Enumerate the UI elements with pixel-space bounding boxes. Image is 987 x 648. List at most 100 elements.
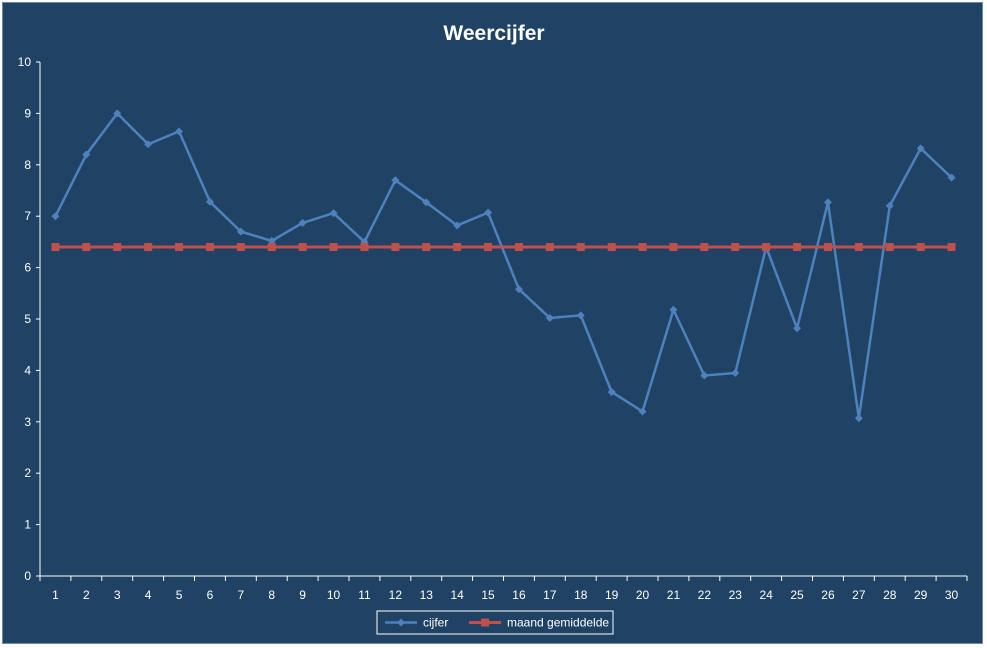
data-point xyxy=(267,243,276,252)
data-point xyxy=(731,243,740,252)
y-tick-label: 7 xyxy=(24,209,31,223)
x-tick-label: 3 xyxy=(114,588,121,602)
series-line xyxy=(54,112,953,420)
data-point xyxy=(885,201,894,210)
data-point xyxy=(947,243,956,252)
data-point xyxy=(700,243,709,252)
x-tick-label: 16 xyxy=(512,588,526,602)
data-point xyxy=(576,311,585,320)
x-tick-label: 29 xyxy=(914,588,928,602)
y-tick-label: 9 xyxy=(24,106,31,120)
series-maand-gemiddelde xyxy=(51,243,956,252)
series-cijfer xyxy=(51,109,956,423)
data-point xyxy=(113,109,122,118)
x-tick-label: 8 xyxy=(268,588,275,602)
x-tick-label: 13 xyxy=(420,588,434,602)
chart-background xyxy=(3,3,982,643)
data-point xyxy=(298,243,307,252)
x-tick-label: 23 xyxy=(729,588,743,602)
data-point xyxy=(422,243,431,252)
data-point xyxy=(947,173,956,182)
x-tick-label: 15 xyxy=(481,588,495,602)
data-point xyxy=(298,218,307,227)
chart-title: Weercijfer xyxy=(443,22,544,45)
y-tick-label: 1 xyxy=(24,518,31,532)
legend-label: cijfer xyxy=(423,616,448,630)
data-point xyxy=(329,209,338,218)
y-tick-label: 10 xyxy=(18,55,32,69)
y-tick-label: 0 xyxy=(24,569,31,583)
legend: cijfer maand gemiddelde xyxy=(376,610,614,635)
x-tick-label: 6 xyxy=(207,588,214,602)
x-tick-label: 9 xyxy=(299,588,306,602)
data-point xyxy=(205,197,214,206)
y-tick-label: 5 xyxy=(24,312,31,326)
data-point xyxy=(360,243,369,252)
y-tick-label: 4 xyxy=(24,363,31,377)
data-point xyxy=(236,243,245,252)
data-point xyxy=(793,243,802,252)
y-tick-label: 3 xyxy=(24,415,31,429)
y-tick-label: 8 xyxy=(24,158,31,172)
data-point xyxy=(144,140,153,149)
x-tick-label: 2 xyxy=(83,588,90,602)
x-tick-label: 14 xyxy=(450,588,464,602)
series-layer xyxy=(51,109,956,423)
data-point xyxy=(422,198,431,207)
x-tick-label: 19 xyxy=(605,588,619,602)
x-tick-label: 12 xyxy=(389,588,403,602)
x-tick-label: 7 xyxy=(238,588,245,602)
data-point xyxy=(823,198,832,207)
data-point xyxy=(916,243,925,252)
x-tick-label: 22 xyxy=(698,588,712,602)
legend-box xyxy=(376,610,614,635)
x-tick-label: 11 xyxy=(358,588,371,602)
data-point xyxy=(484,243,493,252)
data-point xyxy=(514,285,523,294)
legend-marker xyxy=(481,618,489,627)
data-point xyxy=(236,227,245,236)
legend-label: maand gemiddelde xyxy=(507,616,609,630)
data-point xyxy=(267,236,276,245)
x-tick-label: 10 xyxy=(327,588,341,602)
data-point xyxy=(607,243,616,252)
data-point xyxy=(669,243,678,252)
data-point xyxy=(854,414,863,423)
data-point xyxy=(82,150,91,159)
x-tick-label: 28 xyxy=(883,588,897,602)
data-point xyxy=(484,208,493,217)
data-point xyxy=(793,324,802,333)
x-tick-label: 30 xyxy=(945,588,959,602)
x-tick-label: 18 xyxy=(574,588,588,602)
data-point xyxy=(205,243,214,252)
x-tick-label: 21 xyxy=(667,588,681,602)
x-tick-label: 1 xyxy=(52,588,59,602)
x-tick-label: 24 xyxy=(759,588,773,602)
data-point xyxy=(885,243,894,252)
data-point xyxy=(916,144,925,153)
x-tick-label: 25 xyxy=(790,588,804,602)
data-point xyxy=(144,243,153,252)
data-point xyxy=(453,221,462,230)
data-point xyxy=(669,305,678,314)
data-point xyxy=(638,243,647,252)
data-point xyxy=(453,243,462,252)
data-point xyxy=(700,371,709,380)
x-tick-label: 27 xyxy=(852,588,866,602)
x-tick-label: 4 xyxy=(145,588,152,602)
data-point xyxy=(391,243,400,252)
data-point xyxy=(545,243,554,252)
x-tick-label: 5 xyxy=(176,588,183,602)
x-tick-label: 17 xyxy=(543,588,557,602)
x-tick-label: 20 xyxy=(636,588,650,602)
data-point xyxy=(113,243,122,252)
data-point xyxy=(329,243,338,252)
data-point xyxy=(51,212,60,221)
data-point xyxy=(175,127,184,136)
y-tick-label: 2 xyxy=(24,466,31,480)
data-point xyxy=(391,176,400,185)
data-point xyxy=(576,243,585,252)
